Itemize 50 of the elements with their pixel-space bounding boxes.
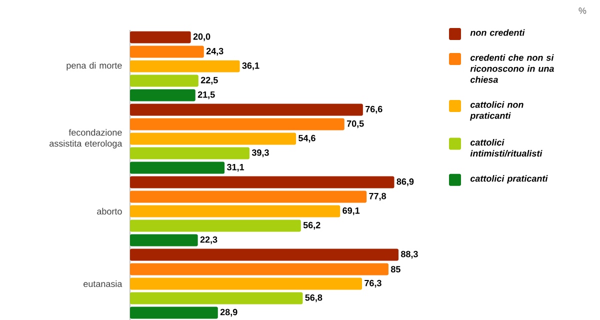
data-label: 69,1 xyxy=(342,207,360,216)
data-label: 21,5 xyxy=(198,91,215,100)
data-label: 77,8 xyxy=(369,192,386,201)
bar xyxy=(130,306,218,319)
bar xyxy=(130,162,225,174)
legend-label: non credenti xyxy=(470,29,525,36)
data-label: 36,1 xyxy=(242,62,260,70)
data-label: 24,3 xyxy=(206,48,224,56)
y-tick-label: pena di morte xyxy=(66,62,122,70)
bar xyxy=(130,31,191,44)
bar xyxy=(130,263,388,276)
bar xyxy=(130,234,198,246)
legend-label: cattolici non praticanti xyxy=(470,101,524,121)
legend-label: cattolici intimisti/ritualisti xyxy=(470,138,542,157)
y-tick-label: aborto xyxy=(97,208,122,215)
bar xyxy=(130,46,204,58)
bar xyxy=(130,147,250,160)
data-label: 76,3 xyxy=(364,280,382,288)
bar xyxy=(130,176,394,188)
data-label: 39,3 xyxy=(252,149,269,158)
bar xyxy=(130,220,301,232)
data-label: 70,5 xyxy=(346,120,364,128)
data-label: 86,9 xyxy=(396,178,414,186)
data-label: 20,0 xyxy=(193,33,210,42)
data-label: 54,6 xyxy=(298,134,316,143)
text: % xyxy=(578,8,586,14)
data-label: 22,5 xyxy=(200,76,218,85)
legend-label: cattolici praticanti xyxy=(470,175,548,184)
bar xyxy=(130,89,196,102)
data-label: 56,8 xyxy=(305,294,322,302)
bar xyxy=(130,132,296,145)
data-label: 31,1 xyxy=(226,164,244,172)
bar xyxy=(130,278,362,290)
data-label: 76,6 xyxy=(366,106,382,114)
data-label: 56,2 xyxy=(303,222,320,230)
data-label: 88,3 xyxy=(400,250,418,259)
bar xyxy=(130,118,344,130)
data-label: 85 xyxy=(390,266,400,272)
y-tick-label: fecondazione assistita eterologa xyxy=(50,129,122,148)
legend-label: credenti che non si riconoscono in una chiesa xyxy=(470,54,554,83)
data-label: 22,3 xyxy=(200,236,218,244)
bar xyxy=(130,292,303,304)
bar xyxy=(130,248,399,261)
bar xyxy=(130,104,363,116)
bar xyxy=(130,190,367,203)
bar xyxy=(130,205,340,218)
y-tick-label: eutanasia xyxy=(84,280,122,288)
bar xyxy=(130,60,240,72)
bar xyxy=(130,74,198,87)
data-label: 28,9 xyxy=(220,308,238,317)
